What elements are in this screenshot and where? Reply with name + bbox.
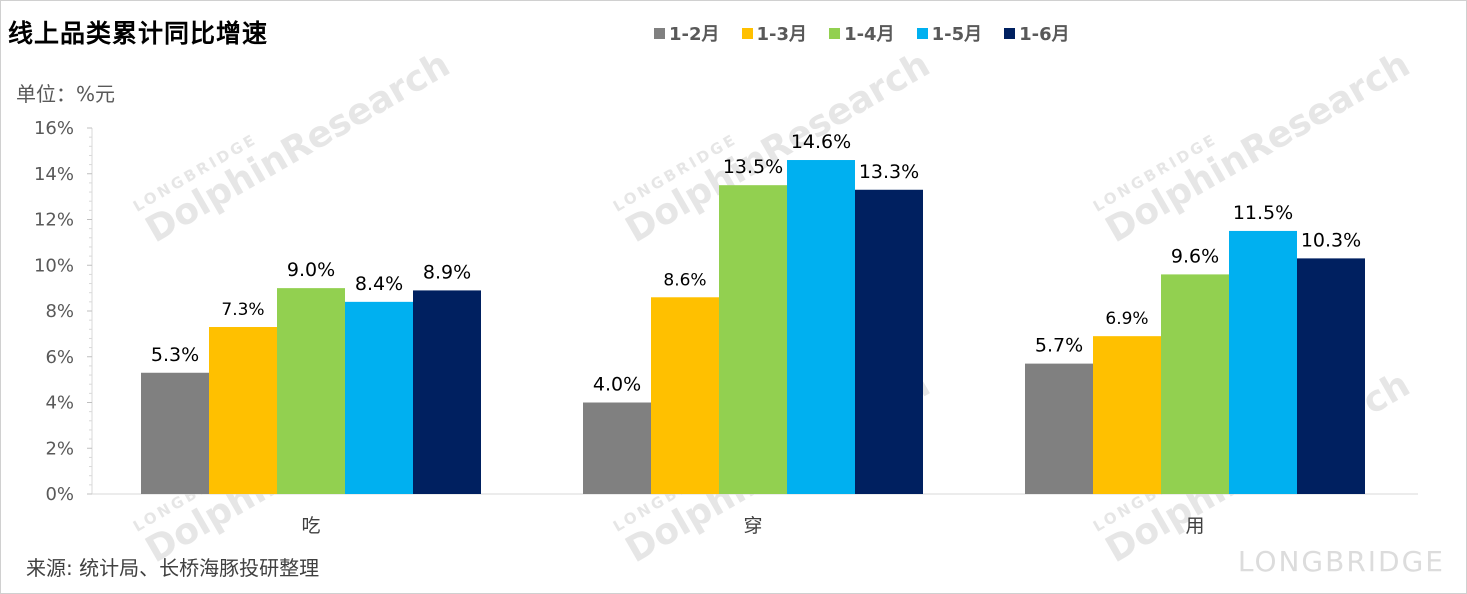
bar (1297, 258, 1365, 494)
legend-label: 1-6月 (1019, 24, 1070, 45)
legend-label: 1-5月 (931, 24, 983, 45)
x-tick-label: 用 (1185, 515, 1204, 537)
legend-item: 1-3月 (741, 20, 808, 46)
bar (1093, 336, 1161, 494)
legend-label: 1-4月 (844, 24, 895, 45)
bar (651, 297, 719, 494)
legend-item: 1-5月 (916, 20, 983, 46)
legend-swatch (916, 27, 928, 39)
y-tick-label: 4% (45, 393, 74, 414)
chart-title: 线上品类累计同比增速 (8, 19, 269, 48)
legend-item: 1-4月 (829, 20, 895, 46)
legend-label: 1-2月 (669, 24, 720, 45)
legend-swatch (829, 27, 841, 39)
y-tick-label: 0% (45, 484, 74, 505)
legend-item: 1-2月 (654, 20, 720, 46)
data-label: 10.3% (1301, 229, 1361, 251)
legend-item: 1-6月 (1004, 20, 1070, 46)
data-label: 11.5% (1233, 202, 1293, 224)
bar (141, 372, 209, 494)
bar (1229, 230, 1297, 494)
data-label: 13.5% (723, 156, 783, 178)
bar (855, 189, 923, 494)
data-label: 7.3% (221, 300, 264, 320)
unit-label: 单位：%元 (16, 82, 116, 106)
bar (719, 185, 787, 494)
x-tick-label: 穿 (743, 515, 762, 537)
bar (345, 301, 413, 494)
bar (413, 290, 481, 494)
source-note: 来源: 统计局、长桥海豚投研整理 (26, 556, 320, 580)
x-tick-label: 吃 (301, 515, 320, 537)
legend-swatch (654, 27, 665, 39)
data-label: 5.7% (1035, 335, 1083, 357)
y-tick-label: 6% (45, 347, 74, 368)
longbridge-logo: LONGBRIDGE (1237, 545, 1445, 578)
data-label: 6.9% (1105, 309, 1148, 329)
data-label: 8.9% (423, 261, 471, 283)
bar (583, 402, 651, 494)
y-tick-label: 10% (34, 255, 74, 276)
data-label: 8.4% (355, 273, 403, 295)
bar (209, 327, 277, 494)
legend-label: 1-3月 (756, 24, 808, 45)
data-label: 13.3% (859, 161, 919, 183)
data-label: 4.0% (593, 374, 641, 396)
data-label: 14.6% (791, 131, 851, 153)
data-label: 5.3% (151, 344, 199, 366)
bar (277, 288, 345, 494)
legend-swatch (741, 27, 753, 39)
y-tick-label: 12% (34, 210, 74, 231)
legend-swatch (1004, 27, 1016, 39)
data-label: 9.0% (287, 259, 335, 281)
bar (787, 160, 855, 494)
data-label: 8.6% (663, 270, 706, 290)
y-tick-label: 2% (45, 438, 74, 459)
legend: 1-2月 1-3月 1-4月 1-5月 1-6月 (654, 20, 1070, 46)
y-tick-label: 8% (45, 301, 74, 322)
y-tick-label: 16% (34, 118, 74, 139)
y-tick-label: 14% (34, 164, 74, 185)
bar (1161, 274, 1229, 494)
bar (1025, 363, 1093, 494)
data-label: 9.6% (1171, 245, 1219, 267)
